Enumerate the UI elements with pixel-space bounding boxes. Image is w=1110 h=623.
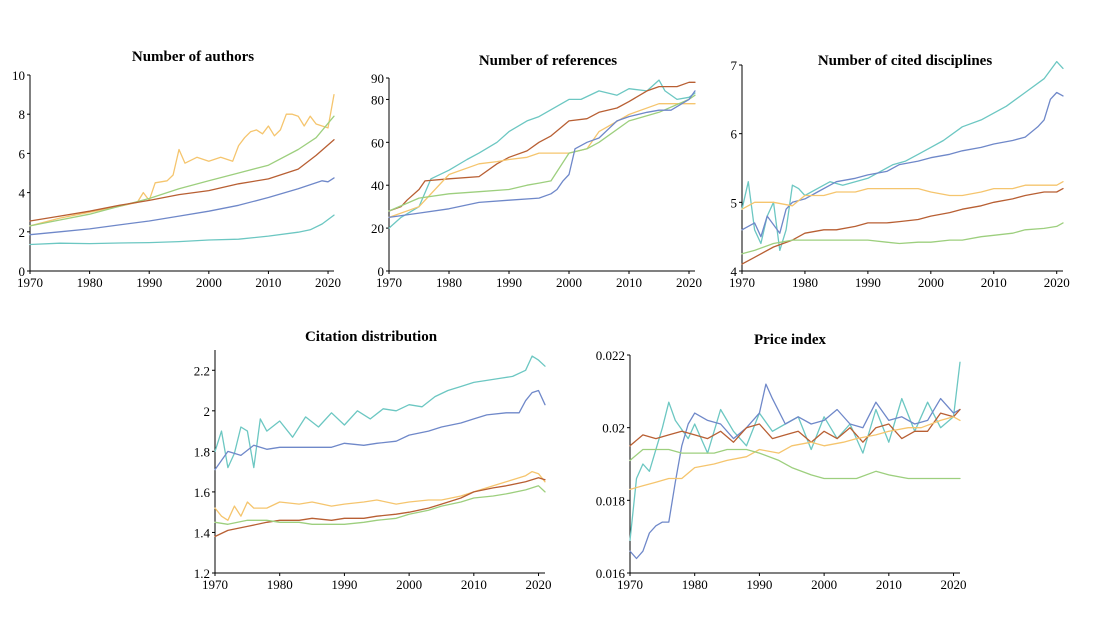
y-tick-label: 0 xyxy=(19,264,26,279)
y-tick-label: 8 xyxy=(19,107,26,122)
chart-price-index: Price index 1970 1980 1990 2000 2010 2020 0.01… xyxy=(596,332,967,592)
y-tick-label: 0 xyxy=(378,264,385,279)
series-line-4 xyxy=(388,94,696,212)
y-tick-label: 4 xyxy=(19,186,26,201)
x-tick-label: 1990 xyxy=(855,275,881,290)
y-tick-label: 1.8 xyxy=(194,444,210,459)
y-tick-label: 90 xyxy=(371,71,384,86)
plot-area: 1970 1980 1990 2000 2010 2020 0 20 40 60 80 90 xyxy=(371,71,702,290)
x-tick-label: 1990 xyxy=(496,275,522,290)
y-tick-label: 6 xyxy=(731,127,738,142)
x-tick-label: 2000 xyxy=(196,275,222,290)
x-tick-label: 1970 xyxy=(17,275,43,290)
plot-area: 1970 1980 1990 2000 2010 2020 4 5 6 7 xyxy=(729,58,1070,290)
series-line-3 xyxy=(29,139,335,222)
y-tick-label: 4 xyxy=(731,264,738,279)
chart-title: Number of references xyxy=(479,53,617,69)
series-line-1 xyxy=(629,361,961,541)
series-line-3 xyxy=(214,470,546,521)
x-tick-label: 2010 xyxy=(616,275,642,290)
y-tick-label: 40 xyxy=(371,178,384,193)
chart-authors: Number of authors 1970 1980 1990 2000 2010 20… xyxy=(12,49,341,290)
series-line-3 xyxy=(388,103,696,219)
series-line-4 xyxy=(741,187,1064,265)
y-tick-label: 0.022 xyxy=(596,348,625,363)
chart-title: Number of cited disciplines xyxy=(818,53,992,69)
y-tick-label: 7 xyxy=(731,58,738,73)
series-line-2 xyxy=(629,383,961,560)
series-line-5 xyxy=(741,222,1064,255)
x-tick-label: 2000 xyxy=(918,275,944,290)
x-tick-label: 1980 xyxy=(792,275,818,290)
y-tick-label: 1.4 xyxy=(194,525,211,540)
series-line-5 xyxy=(214,485,546,525)
series-line-2 xyxy=(741,91,1064,238)
y-tick-label: 80 xyxy=(371,92,384,107)
x-tick-label: 1980 xyxy=(77,275,103,290)
chart-references: Number of references 1970 1980 1990 2000 201… xyxy=(371,53,702,290)
series-line-2 xyxy=(214,389,546,471)
series-line-1 xyxy=(214,355,546,469)
y-tick-label: 2 xyxy=(19,225,26,240)
chart-title: Price index xyxy=(754,332,827,348)
x-tick-label: 1970 xyxy=(376,275,402,290)
y-tick-label: 5 xyxy=(731,195,738,210)
chart-cited-disciplines: Number of cited disciplines 1970 1980 1990… xyxy=(729,53,1070,290)
x-tick-label: 2010 xyxy=(461,577,487,592)
y-tick-label: 6 xyxy=(19,146,26,161)
x-tick-label: 2010 xyxy=(255,275,281,290)
x-tick-label: 1980 xyxy=(682,577,708,592)
x-tick-label: 2010 xyxy=(981,275,1007,290)
x-tick-label: 1970 xyxy=(617,577,643,592)
x-tick-label: 1970 xyxy=(202,577,228,592)
y-tick-label: 2 xyxy=(204,404,211,419)
y-tick-label: 0.016 xyxy=(596,566,626,581)
x-tick-label: 1990 xyxy=(136,275,162,290)
series-line-5 xyxy=(388,90,696,219)
series-line-4 xyxy=(629,416,961,491)
x-tick-label: 1980 xyxy=(436,275,462,290)
y-tick-label: 20 xyxy=(371,221,384,236)
x-tick-label: 1990 xyxy=(746,577,772,592)
chart-title: Number of authors xyxy=(132,49,254,65)
plot-area: 1970 1980 1990 2000 2010 2020 0 2 4 6 8 10 xyxy=(12,68,341,290)
series-line-2 xyxy=(29,115,335,227)
series-line-4 xyxy=(29,177,335,236)
plot-area: 1970 1980 1990 2000 2010 2020 0.016 0.018 0.02 0.… xyxy=(596,348,967,592)
chart-citation-distribution: Citation distribution 1970 1980 1990 2000 20… xyxy=(194,329,552,592)
x-tick-label: 1990 xyxy=(331,577,357,592)
x-tick-label: 1980 xyxy=(267,577,293,592)
x-tick-label: 2020 xyxy=(676,275,702,290)
y-tick-label: 0.018 xyxy=(596,493,625,508)
chart-title: Citation distribution xyxy=(305,329,438,345)
x-tick-label: 2000 xyxy=(811,577,837,592)
y-tick-label: 60 xyxy=(371,135,384,150)
x-tick-label: 2020 xyxy=(941,577,967,592)
series-line-3 xyxy=(629,408,961,447)
series-line-1 xyxy=(388,79,696,229)
plot-area: 1970 1980 1990 2000 2010 2020 1.2 1.4 1.6 1.8 2 2.2 xyxy=(194,350,552,592)
y-tick-label: 1.2 xyxy=(194,566,210,581)
series-line-1 xyxy=(29,93,335,227)
y-tick-label: 2.2 xyxy=(194,363,210,378)
x-tick-label: 2010 xyxy=(876,577,902,592)
x-tick-label: 2000 xyxy=(556,275,582,290)
y-tick-label: 0.02 xyxy=(602,421,625,436)
series-line-5 xyxy=(29,214,335,246)
series-line-4 xyxy=(214,477,546,538)
y-tick-label: 1.6 xyxy=(194,485,211,500)
series-line-2 xyxy=(388,81,696,212)
x-tick-label: 1970 xyxy=(729,275,755,290)
y-tick-label: 10 xyxy=(12,68,25,83)
series-line-3 xyxy=(741,181,1064,210)
x-tick-label: 2020 xyxy=(1044,275,1070,290)
x-tick-label: 2000 xyxy=(396,577,422,592)
x-tick-label: 2020 xyxy=(315,275,341,290)
series-line-5 xyxy=(629,448,961,480)
series-line-1 xyxy=(741,60,1064,252)
x-tick-label: 2020 xyxy=(526,577,552,592)
